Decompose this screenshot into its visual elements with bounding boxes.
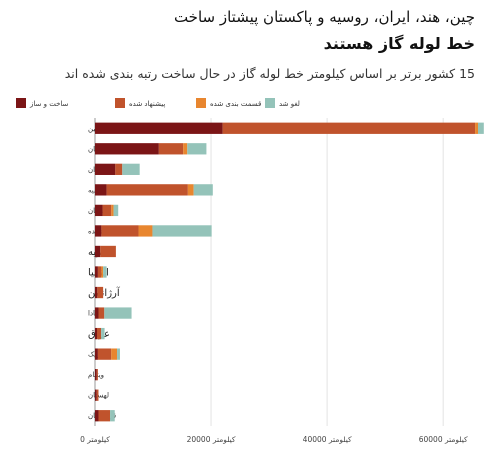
bar-segment <box>101 327 105 340</box>
stacked-bar-chart: ساخت و ساز پیشنهاد شده قسمت بندی شده لغو شد… <box>16 98 484 444</box>
chart-subtitle: 15 کشور برتر بر اساس کیلومتر خط لوله گاز… <box>64 66 475 81</box>
bar-segment <box>113 204 119 217</box>
bar-segment <box>111 204 114 217</box>
bar-segment <box>101 266 104 278</box>
bar-segment <box>115 163 123 175</box>
bar-segment <box>95 369 97 381</box>
bar-segment <box>104 307 132 319</box>
bar-segment <box>98 410 111 422</box>
bar-segment <box>95 163 116 175</box>
legend-swatch <box>115 98 125 108</box>
bar-segment <box>158 143 184 155</box>
x-tick-label: 20000 کیلومتر <box>187 435 236 444</box>
bar-segment <box>222 122 476 134</box>
legend-swatch <box>16 98 26 108</box>
bar-segment <box>95 184 107 196</box>
bar-segment <box>183 143 188 155</box>
bar-segment <box>106 184 188 196</box>
legend-label: ساخت و ساز <box>29 100 69 108</box>
legend-item: لغو شد <box>265 98 300 108</box>
bar-segment <box>97 327 102 340</box>
x-tick-label: 60000 کیلومتر <box>419 435 468 444</box>
bar-segment <box>95 225 102 237</box>
bar-segment <box>110 410 115 422</box>
bar-segment <box>101 225 139 237</box>
bar-segment <box>95 122 223 134</box>
bar-segment <box>95 348 98 360</box>
bar-segment <box>97 286 104 299</box>
bar-segment <box>98 307 105 319</box>
legend-label: پیشنهاد شده <box>129 100 165 108</box>
bar-segment <box>100 245 116 258</box>
bar-segment <box>103 266 107 278</box>
bar-segment <box>96 389 99 401</box>
legend-swatch <box>196 98 206 108</box>
bar-segment <box>95 389 97 401</box>
x-tick-label: 0 کیلومتر <box>80 435 110 444</box>
legend-swatch <box>265 98 275 108</box>
bar-segment <box>152 225 212 237</box>
category-label: چین <box>88 125 100 133</box>
bar-segment <box>95 204 103 217</box>
bar-segment <box>475 122 478 134</box>
category-label: آرژانتین <box>88 286 121 299</box>
bar-segment <box>95 327 98 340</box>
bar-segment <box>96 369 98 381</box>
bar-segment <box>102 204 112 217</box>
chart-title-line-2: خط لوله گاز هستند <box>323 34 475 53</box>
bar-segment <box>117 348 120 360</box>
bar-segment <box>193 184 213 196</box>
bar-segment <box>95 245 101 258</box>
legend-item: ساخت و ساز <box>16 98 69 108</box>
category-label: لهستان <box>88 392 109 400</box>
bar-segment <box>187 143 207 155</box>
bar-segment <box>95 143 159 155</box>
legend-label: قسمت بندی شده <box>210 100 261 108</box>
legend-item: پیشنهاد شده <box>115 98 165 108</box>
bar-segment <box>122 163 140 175</box>
bar-segment <box>97 266 102 278</box>
bar-segment <box>95 307 99 319</box>
x-tick-label: 40000 کیلومتر <box>303 435 352 444</box>
bar-segment <box>187 184 194 196</box>
bar-segment <box>95 266 98 278</box>
bar-segment <box>95 286 98 299</box>
bar-segment <box>138 225 153 237</box>
bar-segment <box>95 410 99 422</box>
legend-label: لغو شد <box>279 100 300 108</box>
legend-item: قسمت بندی شده <box>196 98 261 108</box>
bar-segment <box>97 348 112 360</box>
chart-title-line-1: چین، هند، ایران، روسیه و پاکستان پیشتاز … <box>173 8 475 26</box>
bar-segment <box>111 348 118 360</box>
bar-segment <box>478 122 484 134</box>
